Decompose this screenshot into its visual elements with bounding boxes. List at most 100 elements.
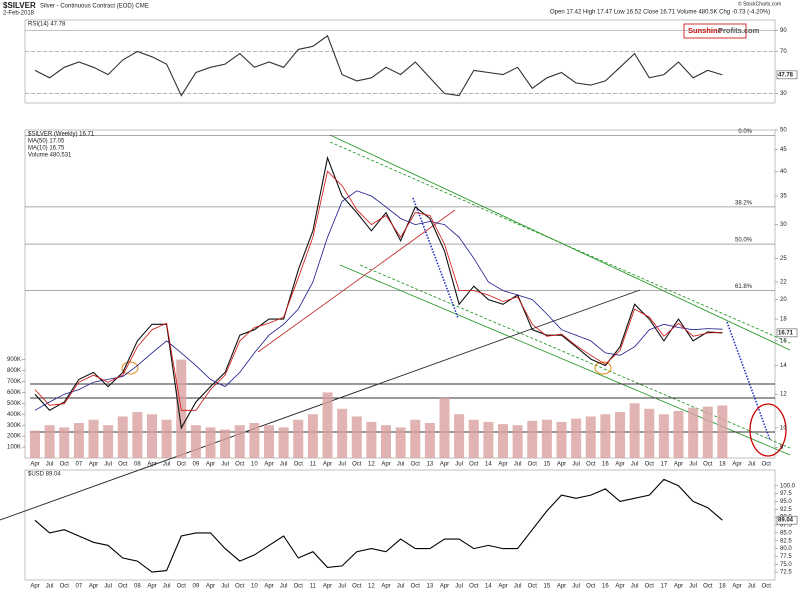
y-tick-label: 92.5 — [780, 507, 792, 513]
volume-bar — [454, 414, 465, 458]
x-tick-label: Oct — [645, 462, 655, 468]
x-tick-label: Apr — [264, 584, 273, 590]
series-line — [34, 170, 723, 411]
x-tick-label: Oct — [177, 462, 187, 468]
x-tick-label: Oct — [469, 462, 479, 468]
x-tick-label: Jul — [280, 584, 288, 590]
y2-tick-label: 400K — [7, 412, 21, 418]
x-tick-label: 08 — [134, 584, 141, 590]
x-tick-label: Jul — [46, 462, 54, 468]
series-line — [34, 34, 723, 97]
x-tick-label: Jul — [748, 462, 756, 468]
y2-tick-label: 500K — [7, 401, 21, 407]
volume-bar — [381, 425, 391, 458]
symbol: $SILVER — [3, 1, 36, 10]
volume-bar — [205, 427, 216, 458]
highlight-ellipse — [749, 403, 787, 457]
x-tick-label: 16 — [602, 584, 609, 590]
y-tick-label: 22 — [780, 280, 787, 286]
x-tick-label: Oct — [528, 584, 538, 590]
volume-bar — [644, 408, 655, 458]
value-label: 16.71 — [778, 330, 794, 336]
y-tick-label: 35 — [780, 194, 787, 200]
x-tick-label: Jul — [338, 584, 346, 590]
volume-bar — [424, 423, 435, 458]
brand-box — [683, 23, 747, 39]
y2-tick-label: 100K — [7, 445, 21, 451]
volume-bar — [220, 429, 231, 458]
y-tick-label: 25 — [780, 256, 787, 262]
x-tick-label: Apr — [30, 584, 39, 590]
x-tick-label: 11 — [310, 584, 317, 590]
x-tick-label: Apr — [323, 462, 332, 468]
x-tick-label: Apr — [147, 462, 156, 468]
trend-line — [0, 289, 641, 521]
description: Silver - Continuous Contract (EOD) CME — [40, 4, 149, 10]
y2-tick-label: 800K — [7, 368, 21, 374]
x-tick-label: Jul — [572, 584, 580, 590]
volume-bar — [337, 408, 348, 458]
trend-line — [359, 264, 791, 449]
x-tick-label: Apr — [440, 584, 449, 590]
volume-bar — [264, 425, 274, 458]
volume-bar — [585, 416, 596, 458]
y-tick-label: 75.0 — [780, 562, 792, 568]
x-tick-label: Jul — [46, 584, 54, 590]
x-tick-label: Jul — [455, 584, 463, 590]
volume-bar — [322, 392, 333, 458]
volume-bar — [717, 405, 728, 458]
x-tick-label: Apr — [381, 462, 390, 468]
level-label: 50.0% — [735, 238, 753, 244]
x-tick-label: Jul — [221, 584, 229, 590]
y-tick-label: 80.0 — [780, 546, 792, 552]
x-tick-label: Apr — [147, 584, 156, 590]
y-tick-label: 45 — [780, 147, 787, 153]
volume-bar — [498, 424, 508, 458]
x-tick-label: Apr — [615, 584, 624, 590]
volume-bar — [103, 425, 114, 458]
x-tick-label: 15 — [544, 462, 551, 468]
y-tick-label: 30 — [780, 91, 787, 97]
x-tick-label: Apr — [732, 584, 741, 590]
y-tick-label: 30 — [780, 222, 787, 228]
volume-bar — [59, 427, 70, 458]
x-tick-label: 18 — [719, 584, 726, 590]
volume-bar — [395, 427, 406, 458]
value-box — [776, 328, 798, 338]
y-tick-label: 14 — [780, 363, 787, 369]
trend-line — [257, 209, 456, 353]
series-line — [34, 478, 723, 573]
x-tick-label: Apr — [323, 584, 332, 590]
x-tick-label: Apr — [732, 462, 741, 468]
x-tick-label: Oct — [352, 584, 362, 590]
x-tick-label: Jul — [689, 462, 697, 468]
x-tick-label: 15 — [544, 584, 551, 590]
x-tick-label: 16 — [602, 462, 609, 468]
x-tick-label: Oct — [469, 584, 479, 590]
x-tick-label: 09 — [193, 462, 200, 468]
y-tick-label: 72.5 — [780, 570, 792, 576]
y-tick-label: 16 — [780, 338, 787, 344]
y2-tick-label: 600K — [7, 390, 21, 396]
y-tick-label: 85.0 — [780, 530, 792, 536]
y-tick-label: 87.5 — [780, 523, 792, 529]
x-tick-label: 09 — [193, 584, 200, 590]
x-tick-label: Apr — [557, 462, 566, 468]
x-tick-label: Jul — [280, 462, 288, 468]
volume-bar — [439, 397, 450, 458]
x-tick-label: Apr — [206, 584, 215, 590]
y-tick-label: 70 — [780, 49, 787, 55]
volume-bar — [351, 416, 362, 458]
quote: Open 17.42 High 17.47 Low 16.52 Close 16… — [550, 10, 770, 16]
panel-title: RSI(14) 47.78 — [28, 22, 66, 28]
x-tick-label: Apr — [206, 462, 215, 468]
volume-bar — [30, 430, 40, 458]
x-tick-label: Apr — [674, 584, 683, 590]
trend-lines — [0, 134, 791, 521]
volume-bar — [73, 423, 84, 458]
value-box — [776, 515, 798, 525]
x-tick-label: 10 — [251, 584, 258, 590]
y-tick-label: 82.5 — [780, 538, 792, 544]
x-tick-label: Oct — [352, 462, 362, 468]
